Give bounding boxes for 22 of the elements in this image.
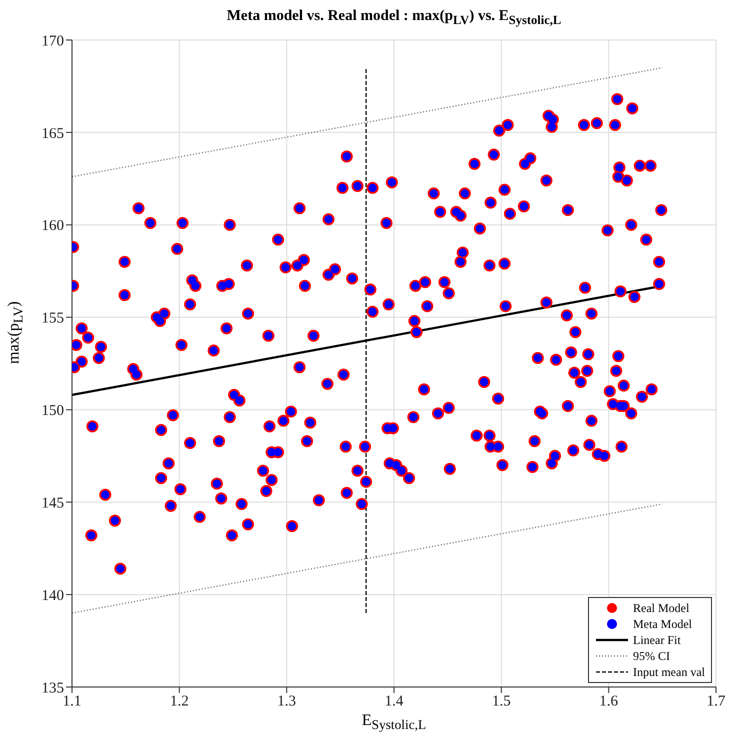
y-tick-label: 135 xyxy=(42,680,64,696)
legend-label: Meta Model xyxy=(633,616,692,632)
x-axis-title: E$_{Systolic,L}$ xyxy=(360,712,428,733)
y-tick-label: 155 xyxy=(42,310,64,327)
x-tick-label: 1.6 xyxy=(599,694,619,710)
y-tick-label: 165 xyxy=(42,126,64,142)
x-tick-label: 1.1 xyxy=(62,694,82,710)
y-tick-label: 145 xyxy=(42,495,64,512)
x-tick-label: 1.5 xyxy=(492,694,511,710)
legend-label: Linear Fit xyxy=(633,632,681,648)
x-tick-label: 1.7 xyxy=(706,694,726,710)
legend-label: Real Model xyxy=(633,600,690,616)
x-tick-label: 1.3 xyxy=(277,694,296,710)
y-tick-label: 170 xyxy=(42,33,64,50)
y-tick-label: 150 xyxy=(42,403,64,420)
y-tick-label: 160 xyxy=(42,218,64,234)
chart-title: Meta model vs. Real model : max(p$_{LV}$) vs. E$_{Systolic,L}$ xyxy=(226,8,562,28)
legend-label: Input mean val xyxy=(633,664,705,680)
legend-label: 95% CI xyxy=(633,648,670,664)
x-tick-label: 1.4 xyxy=(384,694,404,710)
y-tick-label: 140 xyxy=(42,588,64,604)
x-tick-label: 1.2 xyxy=(170,694,189,710)
